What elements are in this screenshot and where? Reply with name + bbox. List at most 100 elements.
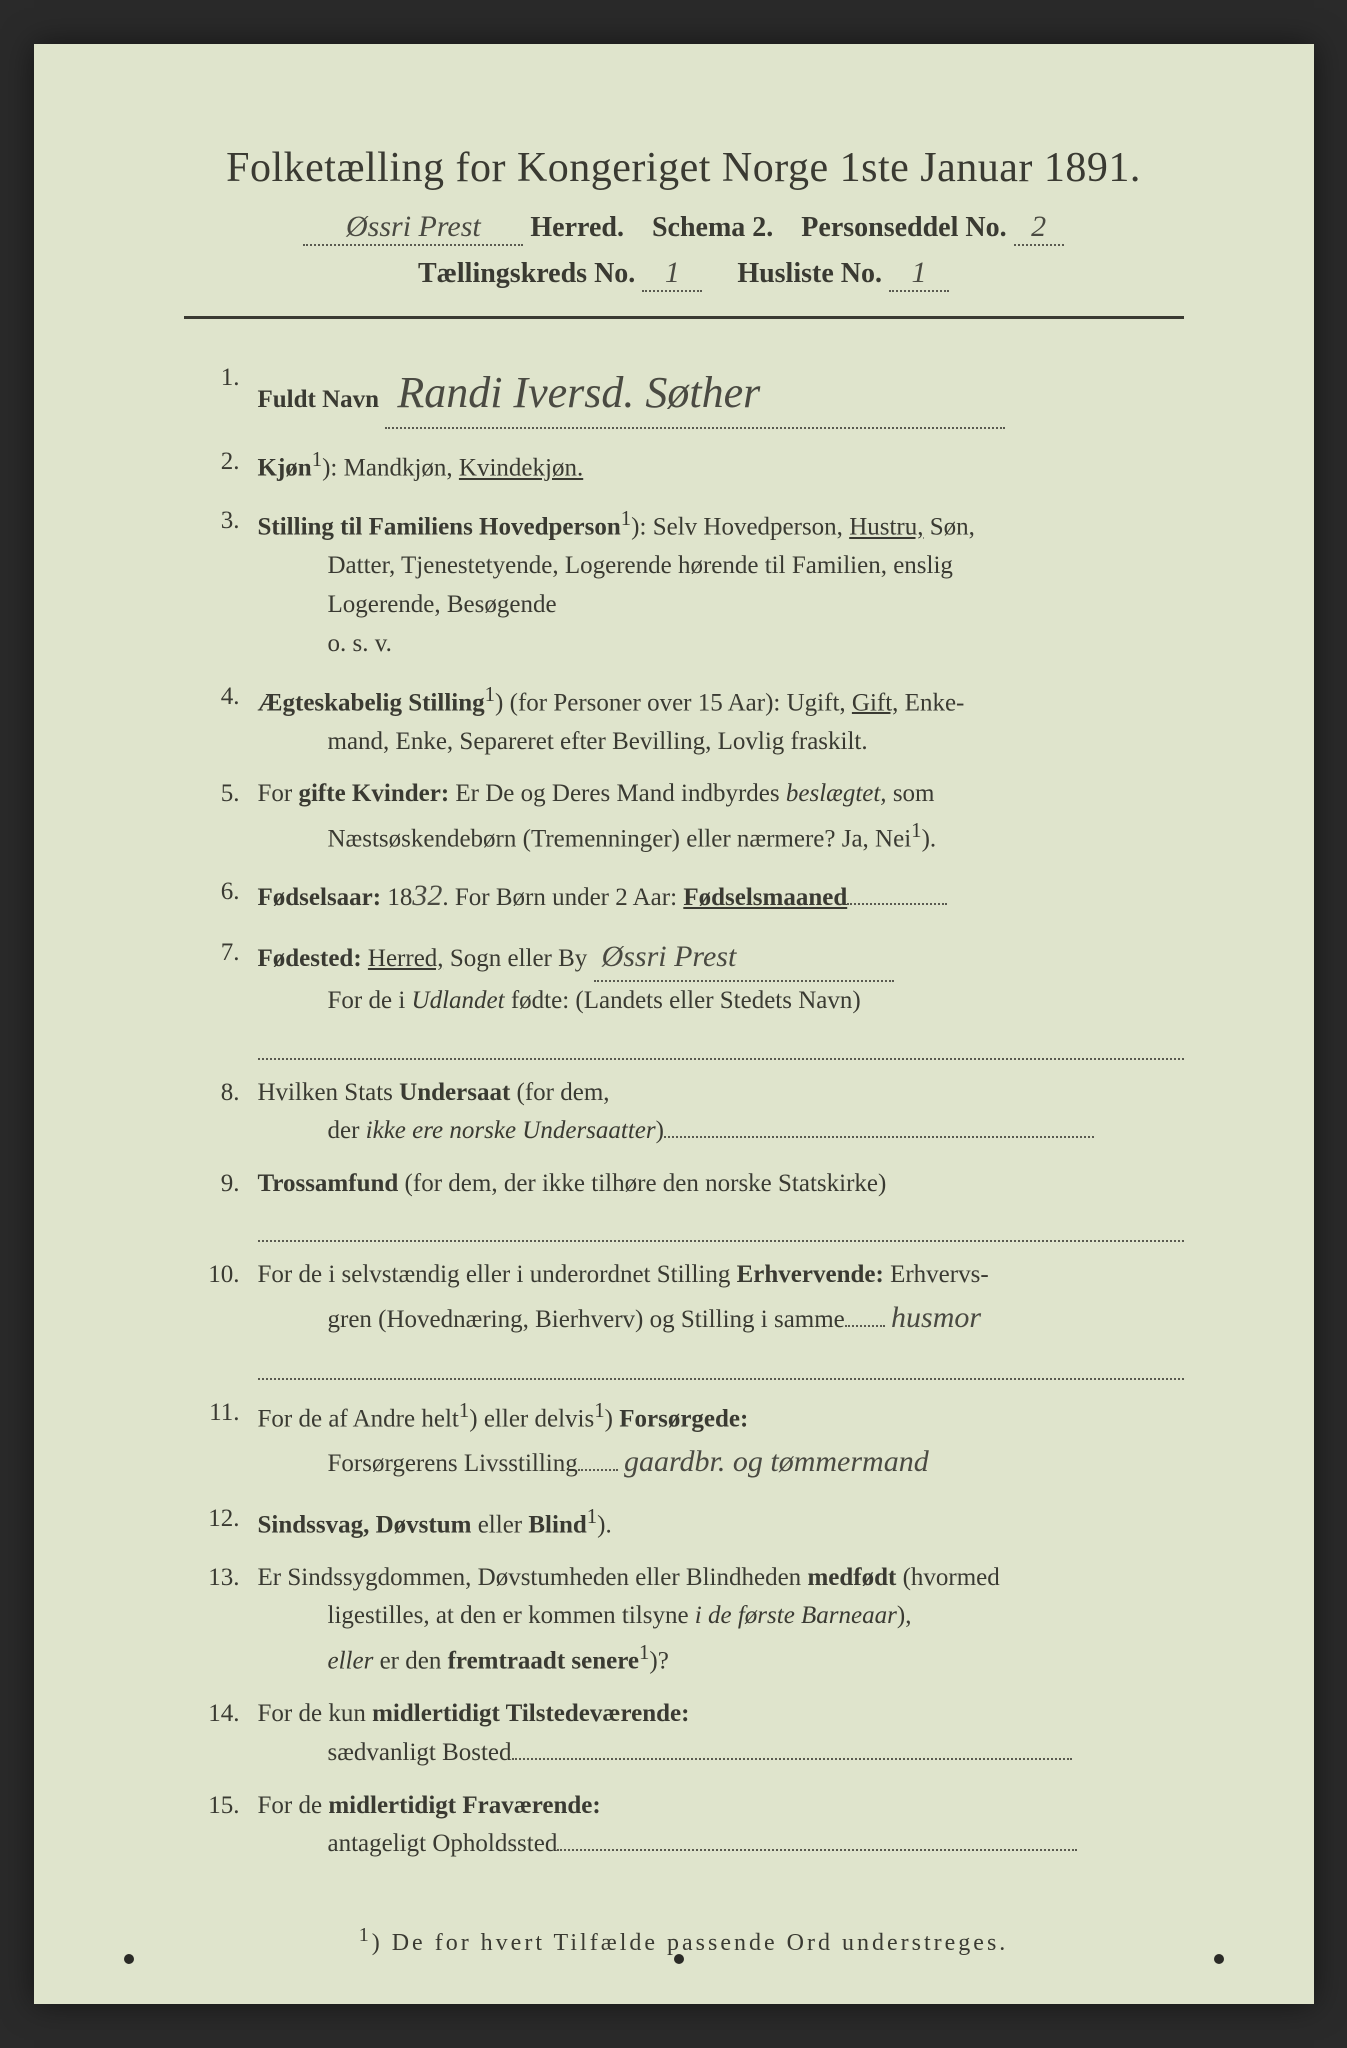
q13-ital: i de første Barneaar (695, 1602, 897, 1629)
q13-text: ), (897, 1602, 912, 1629)
footnote: 1) De for hvert Tilfælde passende Ord un… (184, 1924, 1184, 1957)
entry-number: 14. (204, 1695, 258, 1773)
q12-bold: Sindssvag, Døvstum (258, 1511, 472, 1538)
q10-bold: Erhvervende: (737, 1261, 884, 1288)
q3-line3: Logerende, Besøgende (258, 586, 1184, 625)
entry-13: 13. Er Sindssygdommen, Døvstumheden elle… (204, 1559, 1184, 1682)
q10-text: For de i selvstændig eller i underordnet… (258, 1261, 737, 1288)
q4-text: (for Personer over 15 Aar): Ugift, (503, 689, 852, 716)
sup: 1 (359, 1924, 372, 1946)
q8-bold: Undersaat (399, 1079, 510, 1106)
sup: 1 (621, 506, 631, 530)
entry-15: 15. For de midlertidigt Fraværende: anta… (204, 1787, 1184, 1865)
q13-text: er den (373, 1647, 447, 1674)
dotted-fill-line (258, 1027, 1184, 1060)
q5-text: som (887, 780, 935, 807)
personseddel-no: 2 (1014, 210, 1064, 246)
q1-label: Fuldt Navn (258, 386, 380, 413)
q12-bold: Blind (528, 1511, 586, 1538)
q15-line2: antageligt Opholdssted (328, 1830, 558, 1857)
q3-label: Stilling til Familiens Hovedperson (258, 514, 621, 541)
entry-number: 10. (204, 1256, 258, 1380)
sup: 1 (459, 1398, 469, 1422)
sup: 1 (594, 1398, 604, 1422)
q5-text: ). (922, 826, 937, 853)
q14-bold: midlertidigt Tilstedeværende: (372, 1700, 689, 1727)
q13-text: )? (649, 1647, 668, 1674)
entry-8: 8. Hvilken Stats Undersaat (for dem, der… (204, 1074, 1184, 1152)
q5-text: Er De og Deres Mand indbyrdes (449, 780, 786, 807)
page-title: Folketælling for Kongeriget Norge 1ste J… (184, 144, 1184, 192)
dotted-fill (847, 903, 947, 905)
header-rule (184, 316, 1184, 319)
entry-number: 8. (204, 1074, 258, 1152)
entry-4: 4. Ægteskabelig Stilling1) (for Personer… (204, 678, 1184, 762)
q11-text: For de af Andre helt (258, 1405, 459, 1432)
sup: 1 (485, 682, 495, 706)
entry-3: 3. Stilling til Familiens Hovedperson1):… (204, 502, 1184, 663)
schema-label: Schema 2. (652, 212, 773, 243)
q8-text: Hvilken Stats (258, 1079, 400, 1106)
q6-text: 18 (381, 884, 412, 911)
q1-handwritten: Randi Iversd. Søther (385, 359, 1005, 429)
q7-herred: Herred, (368, 945, 444, 972)
q14-text: For de kun (258, 1700, 373, 1727)
q2-opt-b: Kvindekjøn. (459, 455, 583, 482)
taellingskreds-label: Tællingskreds No. (418, 258, 635, 289)
q7-text: fødte: (Landets eller Stedets Navn) (505, 987, 861, 1014)
q14-line2: sædvanligt Bosted (328, 1739, 512, 1766)
dotted-fill (557, 1849, 1077, 1851)
dotted-fill-line (258, 1348, 1184, 1381)
q11-hw: gaardbr. og tømmermand (624, 1445, 929, 1478)
sup: 1 (639, 1640, 649, 1664)
q4-gift: Gift, (852, 689, 899, 716)
herred-label: Herred. (530, 212, 624, 243)
q10-text: Erhvervs- (884, 1261, 989, 1288)
q13-ital: eller (328, 1647, 374, 1674)
entry-number: 2. (204, 443, 258, 488)
q13-bold: medfødt (807, 1564, 896, 1591)
q13-text: ligestilles, at den er kommen tilsyne (328, 1602, 695, 1629)
q9-text: (for dem, der ikke tilhøre den norske St… (398, 1170, 886, 1197)
q9-bold: Trossamfund (258, 1170, 399, 1197)
entry-7: 7. Fødested: Herred, Sogn eller By Øssri… (204, 934, 1184, 1060)
q13-text: (hvormed (896, 1564, 999, 1591)
entry-number: 6. (204, 873, 258, 920)
q7-udlandet: Udlandet (412, 987, 505, 1014)
entry-12: 12. Sindssvag, Døvstum eller Blind1). (204, 1500, 1184, 1545)
q7-text: Sogn eller By (444, 945, 588, 972)
q11-bold: Forsørgede: (619, 1405, 748, 1432)
q15-bold: midlertidigt Fraværende: (328, 1792, 600, 1819)
entry-9: 9. Trossamfund (for dem, der ikke tilhør… (204, 1165, 1184, 1242)
q5-text: For (258, 780, 299, 807)
entry-1: 1. Fuldt Navn Randi Iversd. Søther (204, 359, 1184, 429)
entry-number: 9. (204, 1165, 258, 1242)
q6-label: Fødselsaar: (258, 884, 382, 911)
q2-label: Kjøn (258, 455, 312, 482)
entry-14: 14. For de kun midlertidigt Tilstedevære… (204, 1695, 1184, 1773)
entry-11: 11. For de af Andre helt1) eller delvis1… (204, 1394, 1184, 1486)
subtitle-row-2: Tællingskreds No. 1 Husliste No. 1 (184, 256, 1184, 292)
q3-line4: o. s. v. (258, 625, 1184, 664)
entry-number: 7. (204, 934, 258, 1060)
q3-text: Selv Hovedperson, (653, 514, 843, 541)
entry-number: 4. (204, 678, 258, 762)
paper-spot (124, 1954, 134, 1964)
q5-bold: gifte Kvinder: (298, 780, 449, 807)
q4-label: Ægteskabelig Stilling (258, 689, 485, 716)
q6-year-hw: 32 (412, 879, 442, 912)
entry-number: 15. (204, 1787, 258, 1865)
paper-spot (674, 1954, 684, 1964)
q8-text: (for dem, (510, 1079, 609, 1106)
footnote-text: ) De for hvert Tilfælde passende Ord und… (372, 1930, 1009, 1956)
census-page: Folketælling for Kongeriget Norge 1ste J… (34, 44, 1314, 2004)
entry-5: 5. For gifte Kvinder: Er De og Deres Man… (204, 775, 1184, 859)
q12-text: ). (597, 1511, 612, 1538)
q11-text: ) eller delvis (469, 1405, 594, 1432)
sup: 1 (911, 818, 921, 842)
q4-line2: mand, Enke, Separeret efter Bevilling, L… (258, 723, 1184, 762)
q4-text: Enke- (898, 689, 964, 716)
q3-hustru: Hustru, (849, 514, 923, 541)
entry-2: 2. Kjøn1): Mandkjøn, Kvindekjøn. (204, 443, 1184, 488)
paper-spot (1214, 1954, 1224, 1964)
